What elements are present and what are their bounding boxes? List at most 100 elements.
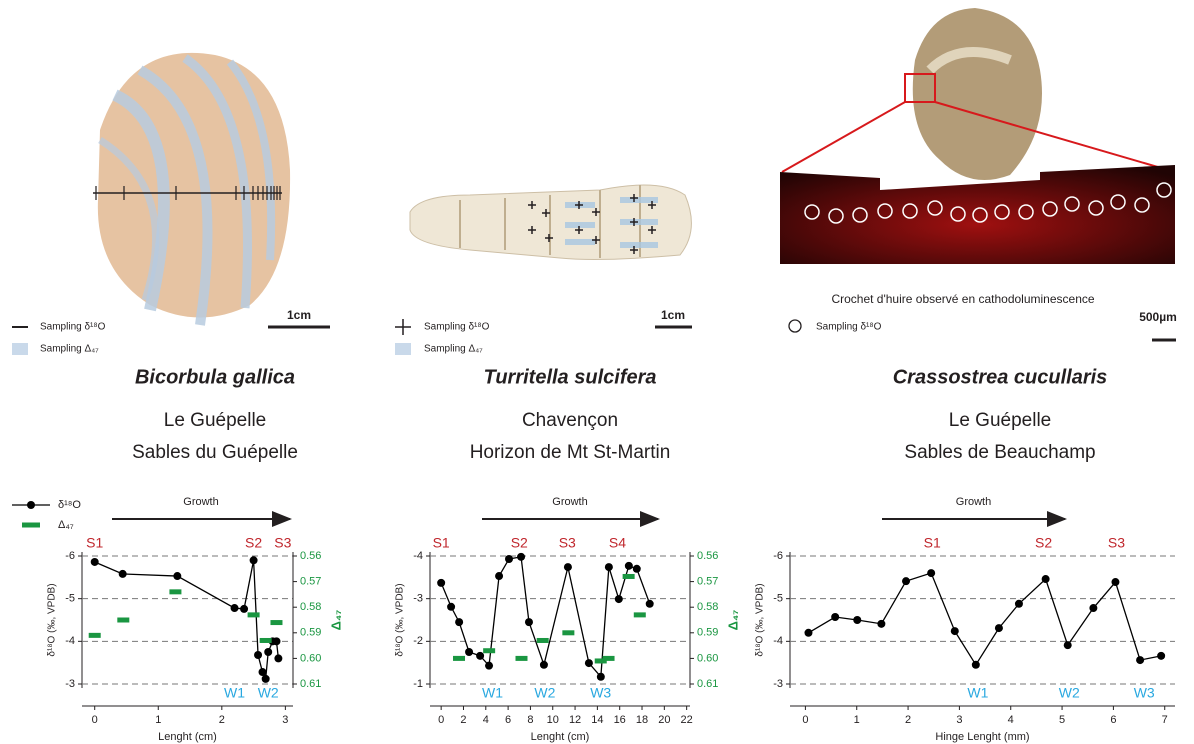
data-point (853, 616, 862, 624)
caption: Crochet d'huire observé en cathodolumine… (831, 292, 1094, 306)
y2-tick-label: 0.59 (697, 627, 718, 639)
data-point (258, 668, 267, 677)
x-tick-label: 0 (438, 714, 444, 726)
annotation: S3 (1108, 535, 1125, 551)
scale-label: 1cm (661, 308, 685, 322)
data-point (447, 602, 456, 611)
x-tick-label: 14 (591, 714, 603, 726)
y2-tick-label: 0.58 (697, 601, 718, 613)
data-point (831, 613, 840, 622)
species: Crassostrea cucullaris (893, 366, 1108, 388)
data-point (877, 619, 886, 628)
data-point (254, 650, 263, 659)
x-tick-label: 18 (636, 714, 648, 726)
arrow-label: Growth (956, 496, 991, 508)
formation: Horizon de Mt St-Martin (470, 442, 671, 463)
data-point (264, 648, 273, 656)
legend-marker (27, 501, 35, 509)
x-tick-label: 16 (614, 714, 626, 726)
locality: Le Guépelle (949, 410, 1051, 431)
data-point (1157, 651, 1166, 660)
x-tick-label: 6 (505, 714, 511, 726)
data-point (994, 624, 1003, 633)
y-tick-label: -5 (773, 593, 783, 605)
y2-tick-label: 0.57 (697, 576, 718, 588)
annotation: S2 (1035, 535, 1052, 551)
y-axis-label: δ¹⁸O (‰, VPDB) (47, 583, 58, 656)
x-tick-label: 1 (854, 714, 860, 726)
x-tick-label: 20 (658, 714, 670, 726)
data-point (604, 563, 613, 572)
legend-label: Sampling Δ₄₇ (40, 344, 99, 355)
legend-label: Sampling Δ₄₇ (424, 344, 483, 355)
arrow-label: Growth (183, 496, 218, 508)
x-tick-label: 0 (92, 714, 98, 726)
data-point (1089, 604, 1098, 613)
data-point (1111, 578, 1120, 587)
annotation: S4 (609, 535, 626, 551)
y-tick-label: -3 (773, 678, 783, 690)
data-point (804, 628, 813, 637)
y-tick-label: -2 (413, 635, 423, 647)
y-tick-label: -5 (65, 593, 75, 605)
x-tick-label: 2 (460, 714, 466, 726)
annotation: S1 (86, 535, 103, 551)
y-tick-label: -4 (413, 550, 423, 562)
legend-label: Sampling δ¹⁸O (424, 322, 490, 333)
y2-tick-label: 0.58 (300, 601, 321, 613)
annotation: S1 (433, 535, 450, 551)
data-point (927, 569, 936, 578)
y-tick-label: -6 (773, 550, 783, 562)
data-point (1014, 599, 1023, 608)
data-dash (515, 655, 528, 661)
locality: Le Guépelle (164, 410, 266, 431)
oyster-photo (780, 8, 1176, 342)
data-point (274, 654, 283, 663)
data-point (261, 674, 270, 683)
x-tick-label: 2 (905, 714, 911, 726)
annotation: W1 (482, 685, 503, 701)
annotation: S2 (511, 535, 528, 551)
data-point (230, 604, 239, 613)
y2-tick-label: 0.56 (300, 550, 321, 562)
y2-axis-label: Δ₄₇ (725, 610, 740, 631)
y-tick-label: -4 (65, 635, 75, 647)
x-tick-label: 22 (681, 714, 693, 726)
y2-tick-label: 0.57 (300, 576, 321, 588)
data-point (173, 572, 182, 581)
annotation: W1 (967, 685, 988, 701)
data-dash (270, 620, 283, 626)
annotation: S3 (559, 535, 576, 551)
legend-marker (22, 522, 40, 528)
data-point (240, 604, 249, 613)
formation: Sables de Beauchamp (904, 442, 1095, 463)
legend-label: Δ₄₇ (58, 519, 74, 531)
data-dash (602, 655, 615, 661)
y2-tick-label: 0.61 (697, 678, 718, 690)
data-dash (483, 648, 496, 654)
data-dash (633, 612, 646, 618)
x-axis-label: Lenght (cm) (531, 731, 590, 743)
formation: Sables du Guépelle (132, 442, 298, 463)
data-point (624, 561, 633, 570)
y2-tick-label: 0.56 (697, 550, 718, 562)
annotation: S3 (274, 535, 291, 551)
y-tick-label: -1 (413, 678, 423, 690)
data-point (1041, 575, 1050, 584)
y-tick-label: -6 (65, 550, 75, 562)
y-axis-label: δ¹⁸O (‰, VPDB) (395, 583, 406, 656)
scale-label: 1cm (287, 308, 311, 322)
data-point (596, 672, 605, 681)
data-point (505, 554, 514, 563)
y-tick-label: -4 (773, 635, 783, 647)
y-tick-label: -3 (413, 593, 423, 605)
data-dash (536, 637, 549, 643)
data-point (90, 557, 99, 566)
data-point (485, 661, 494, 670)
y2-tick-label: 0.59 (300, 627, 321, 639)
y2-tick-label: 0.60 (300, 652, 321, 664)
data-point (1136, 656, 1145, 665)
data-point (272, 637, 281, 646)
x-tick-label: 4 (483, 714, 489, 726)
